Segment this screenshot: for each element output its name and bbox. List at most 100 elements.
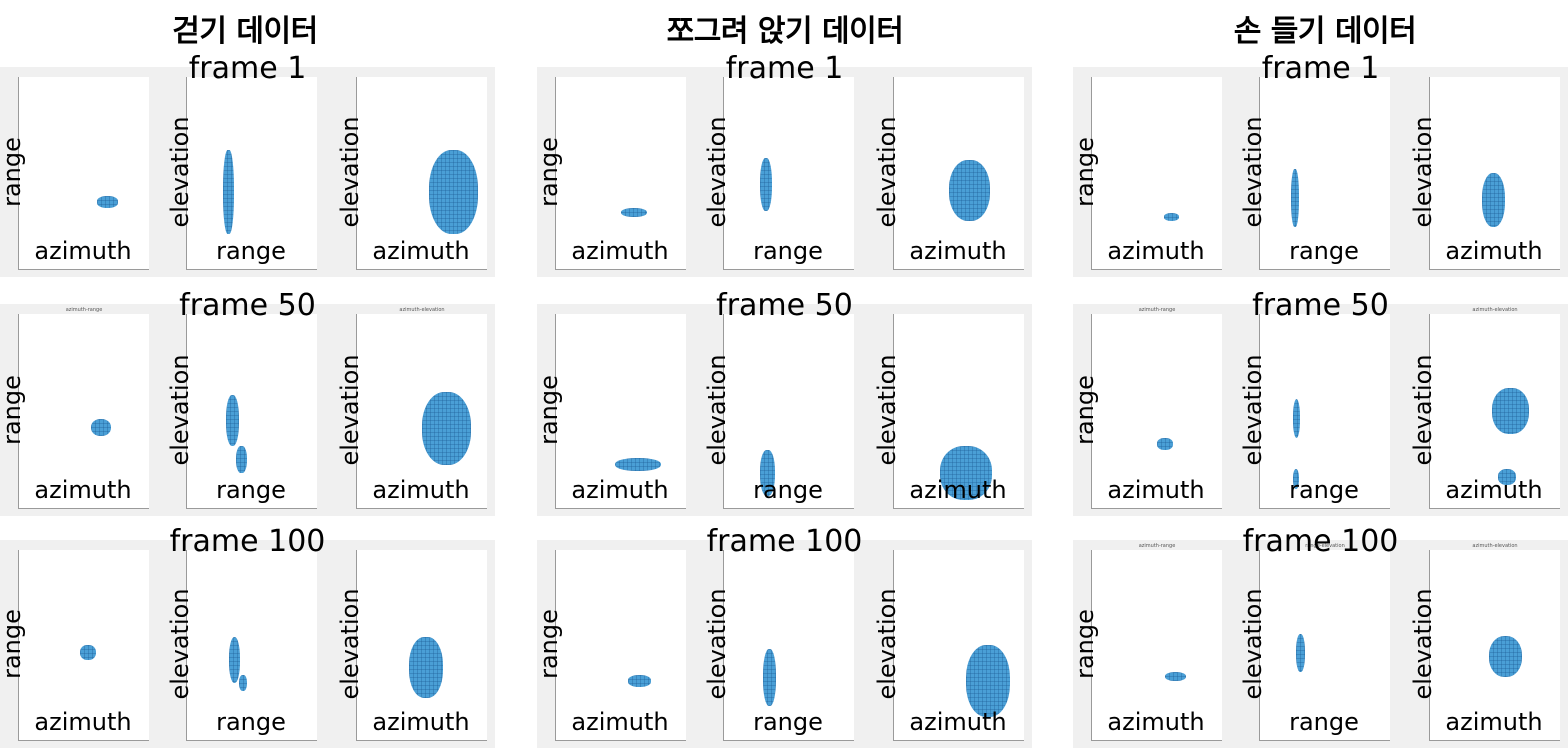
point-cloud-blob xyxy=(1482,173,1506,227)
scatter-plot xyxy=(723,77,854,270)
scatter-plot xyxy=(1429,77,1560,270)
scatter-plot xyxy=(18,550,149,741)
subplot-title: azimuth-elevation xyxy=(1472,543,1518,549)
point-cloud-blob xyxy=(428,149,478,235)
y-axis-label: range xyxy=(0,137,26,207)
frame-label: frame 1 xyxy=(1261,51,1380,86)
x-axis-label: azimuth xyxy=(1445,708,1543,736)
point-cloud-blob xyxy=(1296,633,1306,672)
point-cloud-blob xyxy=(760,157,773,212)
x-axis-label: azimuth xyxy=(571,237,669,265)
point-cloud-blob xyxy=(1164,671,1186,682)
point-cloud-blob xyxy=(1292,399,1301,439)
point-cloud-blob xyxy=(97,196,118,208)
x-axis-label: azimuth xyxy=(1107,708,1205,736)
y-axis-label: elevation xyxy=(166,354,194,466)
scatter-plot xyxy=(1259,314,1390,509)
scatter-plot: range-elevation xyxy=(1259,543,1390,741)
y-axis-label: elevation xyxy=(336,116,364,228)
point-cloud-blob xyxy=(1497,469,1516,485)
scatter-plot xyxy=(555,314,686,509)
frame-panel: range azimuth elevation range elevation azimu… xyxy=(535,524,1032,748)
y-axis-label: range xyxy=(0,375,26,445)
point-cloud-blob xyxy=(627,675,651,687)
frame-panel: azimuth-range range azimuth elevation range a… xyxy=(1071,288,1568,516)
frame-label: frame 50 xyxy=(179,288,316,323)
x-axis-label: range xyxy=(216,476,286,504)
y-axis-label: elevation xyxy=(703,116,731,228)
scatter-plot xyxy=(1259,77,1390,270)
x-axis-label: range xyxy=(753,708,823,736)
y-axis-label: elevation xyxy=(1239,588,1267,700)
subplot-title: azimuth-elevation xyxy=(399,307,445,313)
x-axis-label: azimuth xyxy=(909,237,1007,265)
y-axis-label: elevation xyxy=(1239,354,1267,466)
frame-panel: range azimuth elevation range elevation azimu… xyxy=(0,524,495,748)
scatter-plot xyxy=(356,550,487,741)
column-title-squatting: 쪼그려 앉기 데이터 xyxy=(666,14,904,49)
y-axis-label: range xyxy=(535,375,563,445)
frame-label: frame 50 xyxy=(716,288,853,323)
x-axis-label: azimuth xyxy=(372,476,470,504)
y-axis-label: elevation xyxy=(166,116,194,228)
point-cloud-blob xyxy=(763,648,776,706)
frame-panel: range azimuth elevation range elevation azimu… xyxy=(535,51,1032,277)
scatter-plot xyxy=(555,77,686,270)
point-cloud-blob xyxy=(236,445,247,474)
scatter-plot xyxy=(555,550,686,741)
point-cloud-blob xyxy=(80,645,96,661)
y-axis-label: elevation xyxy=(336,588,364,700)
x-axis-label: azimuth xyxy=(909,708,1007,736)
subplot-title: azimuth-range xyxy=(65,307,103,313)
x-axis-label: azimuth xyxy=(1107,237,1205,265)
point-cloud-blob xyxy=(223,149,234,235)
y-axis-label: elevation xyxy=(873,354,901,466)
scatter-plot xyxy=(1091,77,1222,270)
point-cloud-blob xyxy=(965,645,1010,718)
frame-panel: azimuth-range range azimuth range-elevation… xyxy=(1071,524,1568,748)
scatter-plot xyxy=(893,314,1024,509)
point-cloud-blob xyxy=(760,449,775,497)
scatter-plot xyxy=(723,550,854,741)
x-axis-label: azimuth xyxy=(34,476,132,504)
y-axis-label: range xyxy=(535,137,563,207)
x-axis-label: range xyxy=(216,237,286,265)
x-axis-label: range xyxy=(753,476,823,504)
frame-label: frame 50 xyxy=(1252,288,1389,323)
y-axis-label: elevation xyxy=(166,588,194,700)
scatter-plot xyxy=(18,77,149,270)
scatter-plot xyxy=(356,77,487,270)
y-axis-label: range xyxy=(0,609,26,679)
y-axis-label: elevation xyxy=(1239,116,1267,228)
frame-label: frame 1 xyxy=(725,51,844,86)
frame-panel: range azimuth elevation range elevation azimu… xyxy=(0,51,495,277)
point-cloud-blob xyxy=(1157,438,1173,450)
y-axis-label: elevation xyxy=(1409,116,1437,228)
x-axis-label: azimuth xyxy=(909,476,1007,504)
scatter-plot: azimuth-elevation xyxy=(1429,543,1560,741)
y-axis-label: range xyxy=(1071,137,1099,207)
point-cloud-blob xyxy=(239,675,247,691)
x-axis-label: range xyxy=(1289,237,1359,265)
scatter-plot: azimuth-elevation xyxy=(1429,307,1560,509)
y-axis-label: range xyxy=(1071,375,1099,445)
scatter-plot: azimuth-range xyxy=(1091,307,1222,509)
subplot-title: azimuth-range xyxy=(1138,543,1176,549)
scatter-plot xyxy=(186,550,317,741)
frame-label: frame 100 xyxy=(1242,524,1399,559)
scatter-plot: azimuth-elevation xyxy=(356,307,487,509)
y-axis-label: elevation xyxy=(703,588,731,700)
scatter-plot xyxy=(893,77,1024,270)
x-axis-label: azimuth xyxy=(1445,237,1543,265)
x-axis-label: azimuth xyxy=(34,237,132,265)
subplot-title: azimuth-elevation xyxy=(1472,307,1518,313)
frame-panel: azimuth-range range azimuth elevation range a… xyxy=(0,288,495,516)
point-cloud-blob xyxy=(422,391,472,466)
point-cloud-blob xyxy=(1488,635,1523,678)
point-cloud-blob xyxy=(1291,169,1299,227)
column-title-hand-raise: 손 들기 데이터 xyxy=(1233,14,1417,49)
frame-label: frame 100 xyxy=(706,524,863,559)
x-axis-label: azimuth xyxy=(1445,476,1543,504)
subplot-title: range-elevation xyxy=(1305,543,1345,549)
column-title-walking: 걷기 데이터 xyxy=(172,14,318,49)
